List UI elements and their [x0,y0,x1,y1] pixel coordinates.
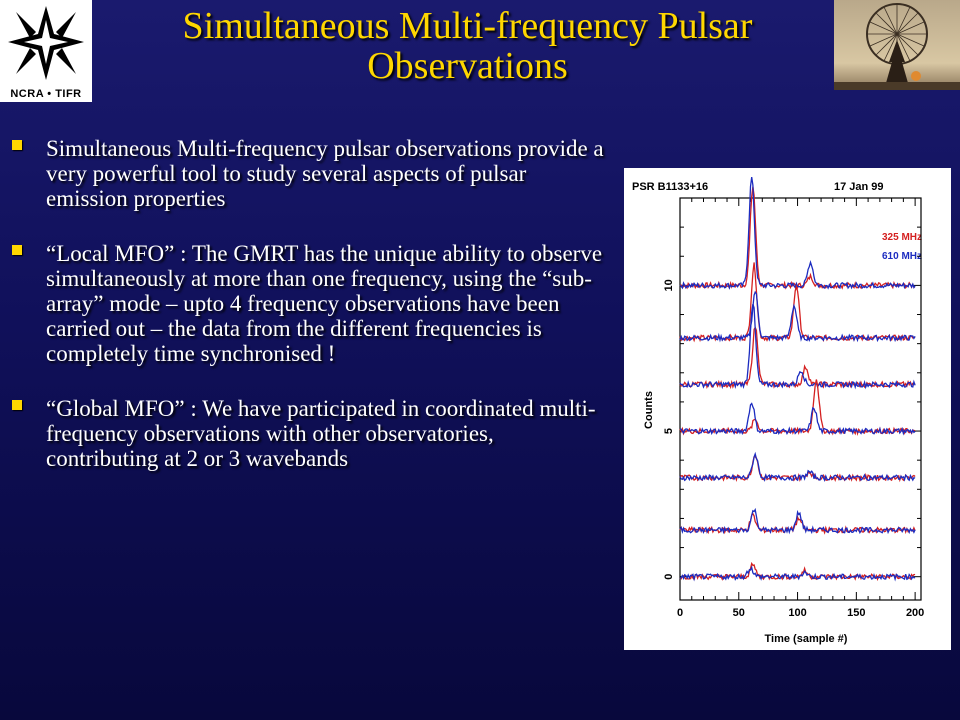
chart-canvas: PSR B1133+16 17 Jan 99 325 MHz 610 MHz T… [632,177,924,645]
x-tick-label: 50 [733,607,745,619]
antenna-dish-icon [834,0,960,90]
x-tick-label: 0 [677,607,683,619]
bullet-list: Simultaneous Multi-frequency pulsar obse… [10,136,610,471]
profile-line-610-mhz [679,290,916,343]
title-line-2: Observations [367,45,568,87]
bullet-square-icon [12,140,22,150]
x-tick-label: 100 [788,607,806,619]
y-tick-label: 0 [663,574,675,580]
logo-text: NCRA • TIFR [10,88,82,100]
pulsar-profile-chart: PSR B1133+16 17 Jan 99 325 MHz 610 MHz T… [624,168,951,650]
y-tick-label: 10 [663,279,675,291]
x-tick-label: 150 [847,607,865,619]
y-axis-label: Counts [643,391,655,429]
profile-line-325-mhz [679,379,916,437]
bullet-square-icon [12,400,22,410]
y-tick-label: 5 [663,428,675,434]
profile-line-610-mhz [680,402,916,436]
bullet-text: “Global MFO” : We have participated in c… [46,396,596,471]
x-axis-label: Time (sample #) [765,633,848,645]
slide-title: Simultaneous Multi-frequency Pulsar Obse… [110,6,825,86]
profile-line-325-mhz [679,512,916,535]
profile-line-610-mhz [679,507,916,535]
chart-header-left: PSR B1133+16 [632,181,708,193]
title-line-1: Simultaneous Multi-frequency Pulsar [182,5,753,47]
bullet-text: “Local MFO” : The GMRT has the unique ab… [46,241,603,366]
profile-line-610-mhz [679,303,916,390]
legend-325-mhz: 325 MHz [882,232,922,243]
bullet-text: Simultaneous Multi-frequency pulsar obse… [46,136,604,211]
legend-610-mhz: 610 MHz [882,251,922,262]
bullet-item: “Local MFO” : The GMRT has the unique ab… [10,241,610,366]
x-tick-label: 200 [906,607,924,619]
profile-line-325-mhz [679,262,916,343]
bullet-item: “Global MFO” : We have participated in c… [10,396,610,471]
ncra-tifr-logo: NCRA • TIFR [0,0,92,102]
logo-star-icon [0,0,92,86]
gmrt-antenna-photo [834,0,960,90]
plot-frame [679,197,922,601]
chart-header-right: 17 Jan 99 [834,181,884,193]
profile-line-610-mhz [679,451,916,483]
bullet-item: Simultaneous Multi-frequency pulsar obse… [10,136,610,211]
profile-line-610-mhz [679,565,916,582]
profile-line-610-mhz [679,177,916,290]
bullet-square-icon [12,245,22,255]
